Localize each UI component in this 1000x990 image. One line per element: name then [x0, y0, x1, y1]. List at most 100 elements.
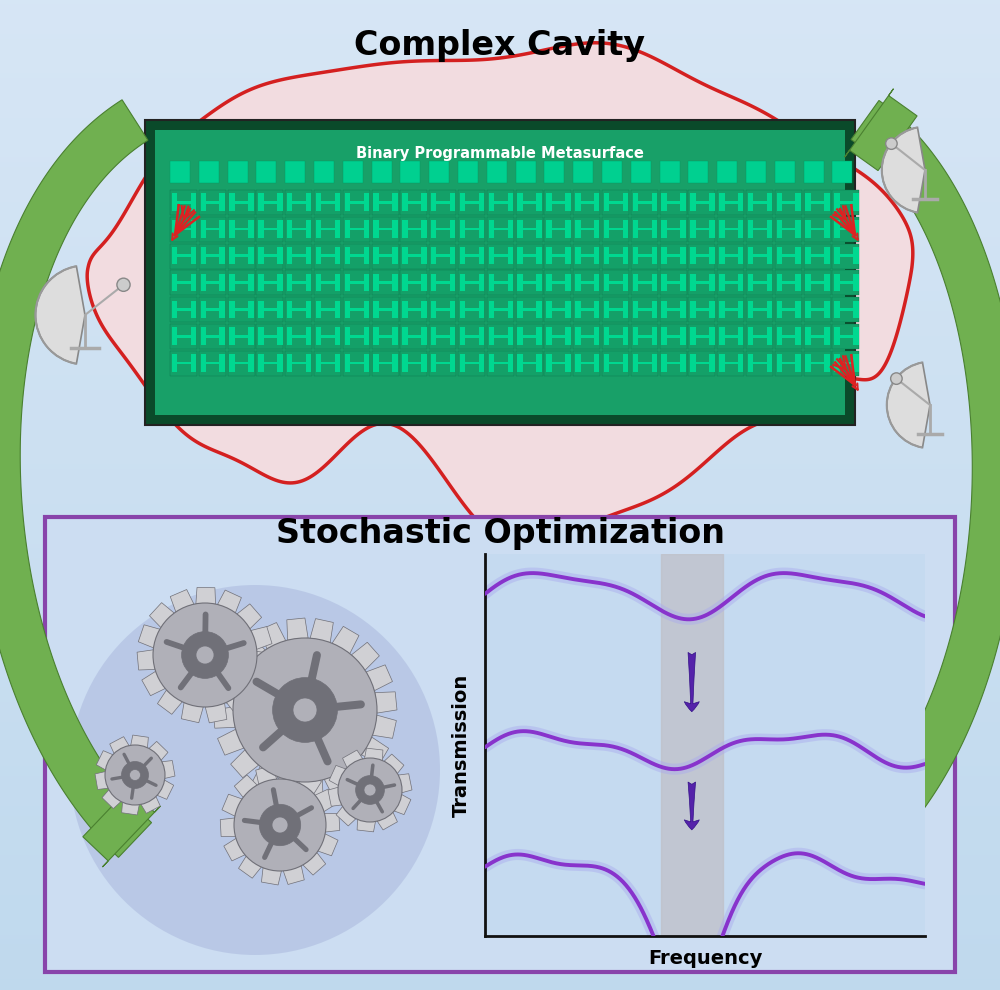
Bar — [431, 254, 455, 257]
Bar — [219, 274, 225, 291]
Bar — [633, 247, 638, 264]
Polygon shape — [361, 738, 389, 764]
Bar — [565, 220, 571, 238]
Bar — [690, 254, 714, 257]
Bar — [0, 629, 1000, 634]
Bar — [517, 193, 523, 211]
Bar — [489, 328, 494, 345]
Bar — [450, 301, 455, 318]
Bar — [738, 193, 743, 211]
Bar — [199, 350, 226, 376]
Bar — [652, 274, 657, 291]
Bar — [258, 254, 282, 257]
Bar — [719, 201, 743, 204]
Bar — [345, 254, 369, 257]
Bar — [805, 193, 811, 211]
Bar — [287, 308, 311, 311]
Bar — [402, 220, 408, 238]
Bar — [287, 354, 292, 371]
Bar — [834, 361, 858, 364]
Bar — [661, 201, 685, 204]
Bar — [431, 335, 455, 338]
Bar — [0, 594, 1000, 599]
Bar — [400, 270, 427, 295]
Bar — [458, 350, 485, 376]
Bar — [373, 308, 397, 311]
Bar — [0, 69, 1000, 74]
Bar — [316, 281, 340, 284]
Bar — [688, 270, 715, 295]
Bar — [219, 247, 225, 264]
Bar — [373, 335, 397, 338]
Bar — [373, 361, 397, 364]
Bar — [795, 301, 801, 318]
Bar — [201, 328, 206, 345]
Bar — [256, 217, 283, 242]
Bar — [517, 328, 523, 345]
Bar — [0, 965, 1000, 970]
Bar — [219, 220, 225, 238]
Bar — [544, 297, 571, 322]
Bar — [400, 297, 427, 322]
Bar — [604, 247, 609, 264]
Bar — [795, 274, 801, 291]
Bar — [0, 842, 1000, 846]
Polygon shape — [365, 748, 383, 760]
Bar — [345, 228, 369, 231]
Bar — [429, 270, 456, 295]
Bar — [0, 351, 1000, 356]
Bar — [429, 324, 456, 349]
Bar — [199, 270, 226, 295]
Bar — [652, 220, 657, 238]
Bar — [335, 354, 340, 371]
Bar — [229, 335, 253, 338]
Bar — [0, 886, 1000, 891]
Bar — [364, 247, 369, 264]
Bar — [460, 274, 465, 291]
Bar — [834, 335, 858, 338]
Bar — [287, 247, 292, 264]
Bar — [277, 328, 283, 345]
Bar — [0, 465, 1000, 470]
Bar — [228, 161, 248, 183]
Polygon shape — [157, 780, 174, 799]
Polygon shape — [279, 765, 299, 782]
Polygon shape — [222, 794, 242, 816]
Bar — [0, 30, 1000, 35]
Polygon shape — [244, 672, 267, 697]
Bar — [767, 247, 772, 264]
Bar — [0, 584, 1000, 589]
Bar — [0, 530, 1000, 535]
Bar — [0, 505, 1000, 510]
Bar — [0, 807, 1000, 812]
Bar — [748, 281, 772, 284]
Bar — [746, 217, 773, 242]
Bar — [0, 772, 1000, 777]
Bar — [170, 161, 190, 183]
Bar — [633, 361, 657, 364]
Bar — [832, 324, 859, 349]
Bar — [544, 324, 571, 349]
Bar — [285, 244, 312, 268]
Bar — [0, 723, 1000, 728]
Bar — [508, 328, 513, 345]
Bar — [795, 220, 801, 238]
Bar — [170, 244, 197, 268]
Bar — [392, 274, 398, 291]
Bar — [489, 254, 513, 257]
Bar — [536, 328, 542, 345]
Bar — [306, 193, 311, 211]
Bar — [402, 328, 408, 345]
Bar — [688, 297, 715, 322]
Bar — [191, 354, 196, 371]
Bar — [258, 308, 282, 311]
Bar — [0, 480, 1000, 485]
Bar — [479, 220, 484, 238]
Bar — [287, 201, 311, 204]
Bar — [285, 350, 312, 376]
Bar — [345, 335, 369, 338]
Bar — [719, 361, 743, 364]
Bar — [633, 220, 638, 238]
Bar — [316, 361, 340, 364]
Polygon shape — [302, 780, 323, 802]
